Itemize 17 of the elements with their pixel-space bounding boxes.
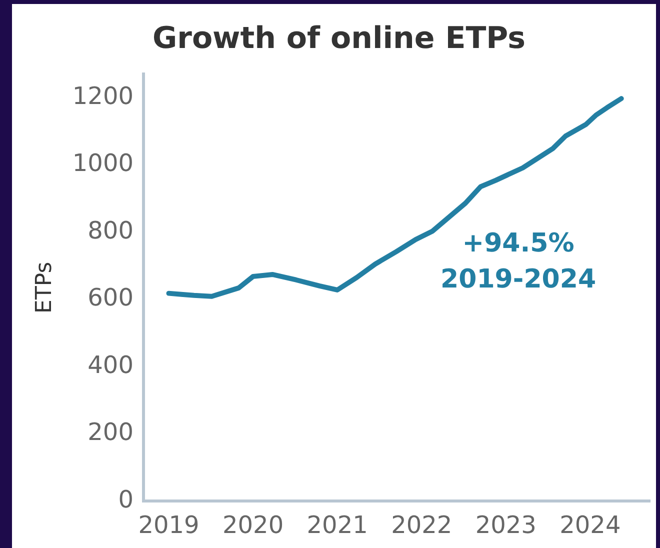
x-tick-label: 2021 xyxy=(306,510,368,539)
y-tick-label: 200 xyxy=(88,418,134,446)
chart-title: Growth of online ETPs xyxy=(152,20,526,56)
y-tick-label: 800 xyxy=(88,216,134,244)
x-tick-label: 2019 xyxy=(138,510,200,539)
x-tick-label: 2020 xyxy=(222,510,284,539)
y-axis-title: ETPs xyxy=(32,262,57,314)
annotation: +94.5% xyxy=(462,228,574,259)
x-tick-label: 2024 xyxy=(560,510,621,539)
x-tick-label: 2022 xyxy=(391,510,452,539)
y-tick-label: 400 xyxy=(88,350,134,379)
y-tick-label: 600 xyxy=(88,284,134,312)
annotation: 2019-2024 xyxy=(440,264,596,295)
y-tick-label: 1200 xyxy=(72,82,134,110)
x-tick-label: 2023 xyxy=(475,510,536,539)
y-tick-label: 1000 xyxy=(72,149,134,178)
y-tick-label: 0 xyxy=(118,485,134,514)
